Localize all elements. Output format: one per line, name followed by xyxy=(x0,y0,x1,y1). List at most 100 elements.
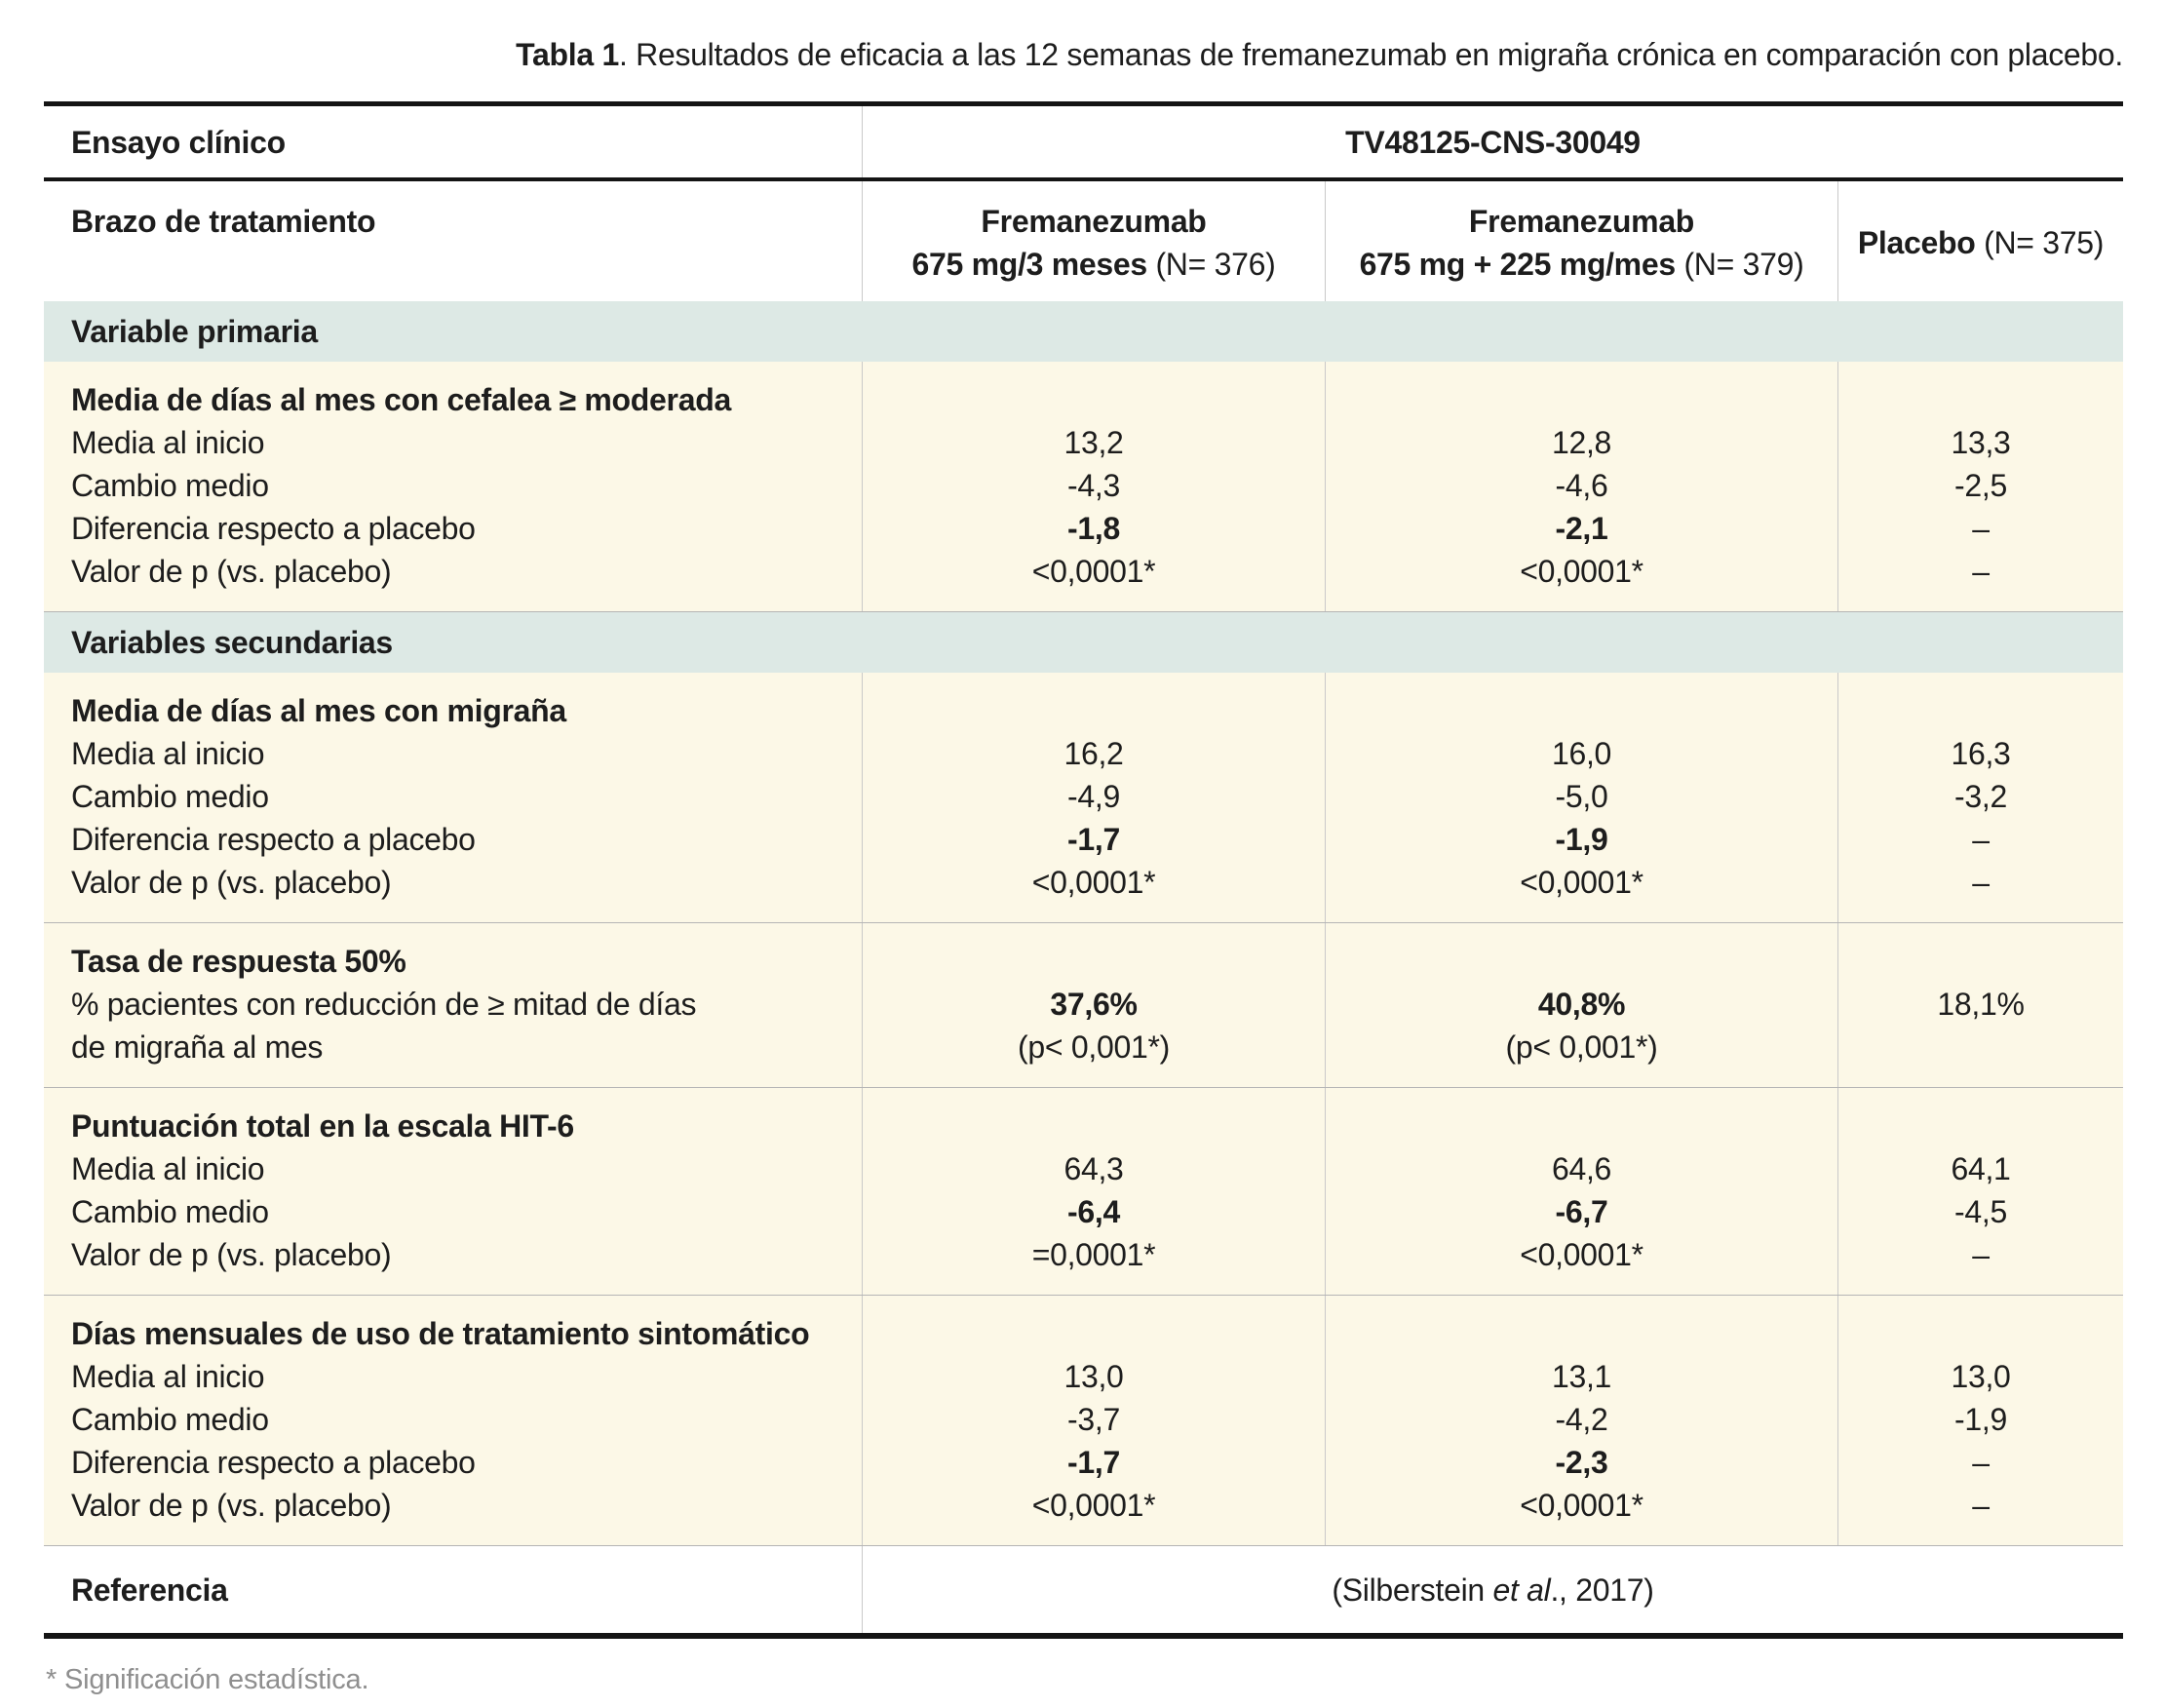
table-title-number: Tabla 1 xyxy=(516,37,619,72)
value-cell: -6,4 xyxy=(1067,1194,1120,1229)
block-title: Media de días al mes con cefalea ≥ moder… xyxy=(71,382,731,417)
value-cell: 16,3 xyxy=(1951,736,2011,771)
reference-et-al: et al xyxy=(1492,1572,1551,1608)
column-header-fremanezumab-quarterly: Fremanezumab 675 mg/3 meses (N= 376) xyxy=(862,181,1325,301)
value-cell: -2,5 xyxy=(1954,468,2007,503)
block-labels: Media de días al mes con cefalea ≥ moder… xyxy=(44,362,862,611)
section-header-primary: Variable primaria xyxy=(44,301,2123,362)
value-cell: 64,6 xyxy=(1551,1151,1612,1186)
row-label: de migraña al mes xyxy=(71,1029,324,1065)
value-cell: <0,0001* xyxy=(1520,554,1643,589)
row-label: Diferencia respecto a placebo xyxy=(71,822,476,857)
block-values-placebo: 18,1% xyxy=(1837,923,2123,1087)
row-label: Valor de p (vs. placebo) xyxy=(71,1237,392,1272)
block-values-col1: 13,2 -4,3 -1,8 <0,0001* xyxy=(862,362,1325,611)
row-label: Cambio medio xyxy=(71,468,269,503)
outcome-block-hit6: Puntuación total en la escala HIT-6 Medi… xyxy=(44,1088,2123,1296)
value-cell: – xyxy=(1972,1488,1990,1523)
value-cell: <0,0001* xyxy=(1031,865,1156,900)
value-cell: -1,7 xyxy=(1067,822,1120,857)
column-header-placebo: Placebo (N= 375) xyxy=(1837,181,2123,301)
value-cell: -4,3 xyxy=(1067,468,1120,503)
block-values-placebo: 13,3 -2,5 – – xyxy=(1837,362,2123,611)
row-label: Valor de p (vs. placebo) xyxy=(71,1488,392,1523)
row-label: Media al inicio xyxy=(71,1359,265,1394)
block-labels: Puntuación total en la escala HIT-6 Medi… xyxy=(44,1088,862,1295)
block-values-col2: 13,1 -4,2 -2,3 <0,0001* xyxy=(1325,1296,1837,1545)
value-cell: <0,0001* xyxy=(1520,1237,1643,1272)
row-label: Valor de p (vs. placebo) xyxy=(71,554,392,589)
value-cell: -2,1 xyxy=(1555,511,1608,546)
column-header-drug-name: Placebo xyxy=(1857,225,1976,260)
block-values-col1: 16,2 -4,9 -1,7 <0,0001* xyxy=(862,673,1325,922)
row-label: Cambio medio xyxy=(71,1402,269,1437)
value-cell: – xyxy=(1972,822,1990,857)
value-cell: 13,2 xyxy=(1063,425,1124,460)
value-cell: 12,8 xyxy=(1551,425,1612,460)
value-cell: 13,0 xyxy=(1951,1359,2011,1394)
table-title-text: . Resultados de eficacia a las 12 semana… xyxy=(618,37,2123,72)
block-values-placebo: 13,0 -1,9 – – xyxy=(1837,1296,2123,1545)
column-header-drug-name: Fremanezumab xyxy=(981,204,1207,239)
value-cell: 13,1 xyxy=(1551,1359,1612,1394)
reference-row: Referencia (Silberstein et al., 2017) xyxy=(44,1546,2123,1639)
block-values-col1: 37,6% (p< 0,001*) xyxy=(862,923,1325,1087)
column-header-drug-name: Fremanezumab xyxy=(1468,204,1695,239)
block-values-col2: 16,0 -5,0 -1,9 <0,0001* xyxy=(1325,673,1837,922)
reference-label: Referencia xyxy=(71,1572,228,1608)
column-header-n: (N= 379) xyxy=(1683,247,1804,282)
value-cell: – xyxy=(1972,554,1990,589)
block-title: Tasa de respuesta 50% xyxy=(71,944,406,979)
value-cell: 16,0 xyxy=(1551,736,1612,771)
row-label: Diferencia respecto a placebo xyxy=(71,511,476,546)
block-values-placebo: 64,1 -4,5 – xyxy=(1837,1088,2123,1295)
row-label: Cambio medio xyxy=(71,779,269,814)
row-label: Media al inicio xyxy=(71,425,265,460)
efficacy-table: Ensayo clínico TV48125-CNS-30049 Brazo d… xyxy=(44,101,2123,1639)
block-title: Media de días al mes con migraña xyxy=(71,693,566,728)
value-cell: <0,0001* xyxy=(1031,554,1156,589)
row-label: Valor de p (vs. placebo) xyxy=(71,865,392,900)
value-cell: -3,2 xyxy=(1954,779,2007,814)
value-cell xyxy=(1838,1026,2123,1068)
row-label: Media al inicio xyxy=(71,736,265,771)
reference-value: (Silberstein et al., 2017) xyxy=(862,1546,2123,1633)
reference-post: ., 2017) xyxy=(1550,1572,1654,1608)
outcome-block-response-rate: Tasa de respuesta 50% % pacientes con re… xyxy=(44,923,2123,1088)
value-cell: <0,0001* xyxy=(1031,1488,1156,1523)
value-cell: -1,7 xyxy=(1067,1445,1120,1480)
value-cell: 16,2 xyxy=(1063,736,1124,771)
value-cell: <0,0001* xyxy=(1520,865,1643,900)
value-cell: =0,0001* xyxy=(1031,1237,1156,1272)
block-values-col1: 13,0 -3,7 -1,7 <0,0001* xyxy=(862,1296,1325,1545)
block-values-col2: 40,8% (p< 0,001*) xyxy=(1325,923,1837,1087)
outcome-block-headache-days: Media de días al mes con cefalea ≥ moder… xyxy=(44,362,2123,612)
reference-pre: (Silberstein xyxy=(1332,1572,1493,1608)
row-label: Media al inicio xyxy=(71,1151,265,1186)
value-cell: -4,6 xyxy=(1555,468,1608,503)
value-cell: -3,7 xyxy=(1067,1402,1120,1437)
value-cell: (p< 0,001*) xyxy=(1018,1029,1170,1065)
footnote: * Significación estadística. xyxy=(46,1664,369,1695)
trial-row: Ensayo clínico TV48125-CNS-30049 xyxy=(44,106,2123,181)
column-header-fremanezumab-monthly: Fremanezumab 675 mg + 225 mg/mes (N= 379… xyxy=(1325,181,1837,301)
value-cell: -4,2 xyxy=(1555,1402,1608,1437)
block-values-placebo: 16,3 -3,2 – – xyxy=(1837,673,2123,922)
value-cell: -4,9 xyxy=(1067,779,1120,814)
block-title: Días mensuales de uso de tratamiento sin… xyxy=(71,1316,810,1351)
treatment-arm-label: Brazo de tratamiento xyxy=(71,204,376,239)
value-cell: 13,0 xyxy=(1063,1359,1124,1394)
value-cell: -5,0 xyxy=(1555,779,1608,814)
row-label: % pacientes con reducción de ≥ mitad de … xyxy=(71,987,697,1022)
row-label: Diferencia respecto a placebo xyxy=(71,1445,476,1480)
outcome-block-migraine-days: Media de días al mes con migraña Media a… xyxy=(44,673,2123,923)
value-cell: 40,8% xyxy=(1537,987,1626,1022)
block-labels: Días mensuales de uso de tratamiento sin… xyxy=(44,1296,862,1545)
treatment-arm-row: Brazo de tratamiento Fremanezumab 675 mg… xyxy=(44,181,2123,301)
block-values-col2: 64,6 -6,7 <0,0001* xyxy=(1325,1088,1837,1295)
value-cell: 13,3 xyxy=(1951,425,2011,460)
value-cell: -2,3 xyxy=(1555,1445,1608,1480)
column-header-dose: 675 mg/3 meses xyxy=(911,247,1148,282)
value-cell: – xyxy=(1972,1237,1990,1272)
block-values-col2: 12,8 -4,6 -2,1 <0,0001* xyxy=(1325,362,1837,611)
